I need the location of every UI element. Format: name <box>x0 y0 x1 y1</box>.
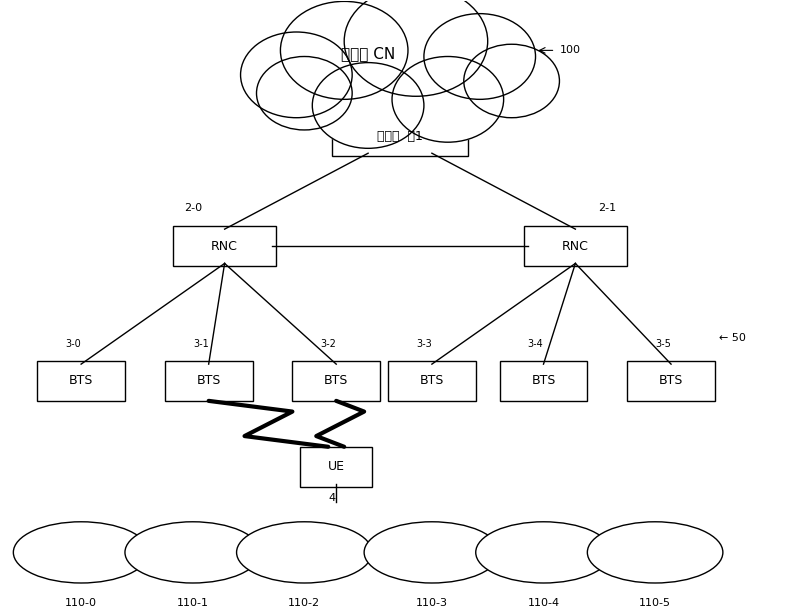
FancyBboxPatch shape <box>627 361 715 401</box>
FancyBboxPatch shape <box>300 446 372 486</box>
Ellipse shape <box>476 522 611 583</box>
Text: 核心网 CN: 核心网 CN <box>341 46 395 61</box>
Text: BTS: BTS <box>659 375 683 387</box>
Text: ← 50: ← 50 <box>719 333 746 343</box>
Text: BTS: BTS <box>420 375 444 387</box>
Text: 3-1: 3-1 <box>193 339 209 349</box>
Circle shape <box>424 14 535 100</box>
Text: BTS: BTS <box>197 375 221 387</box>
FancyBboxPatch shape <box>332 116 468 156</box>
FancyBboxPatch shape <box>38 361 125 401</box>
Ellipse shape <box>125 522 261 583</box>
Circle shape <box>464 44 559 117</box>
Text: 3-0: 3-0 <box>66 339 81 349</box>
Circle shape <box>392 57 504 142</box>
Text: 110-5: 110-5 <box>639 598 671 608</box>
Circle shape <box>312 63 424 148</box>
Text: RNC: RNC <box>211 240 238 253</box>
FancyBboxPatch shape <box>523 226 627 266</box>
Text: 2-1: 2-1 <box>598 202 616 213</box>
Text: RNC: RNC <box>562 240 589 253</box>
Text: 4: 4 <box>329 493 336 502</box>
Text: 110-3: 110-3 <box>416 598 448 608</box>
Ellipse shape <box>237 522 372 583</box>
Text: UE: UE <box>328 460 345 473</box>
Text: 3-4: 3-4 <box>528 339 543 349</box>
Circle shape <box>344 0 488 97</box>
Text: 110-2: 110-2 <box>288 598 320 608</box>
Text: 100: 100 <box>559 46 581 55</box>
Text: 2-0: 2-0 <box>184 202 202 213</box>
Ellipse shape <box>14 522 149 583</box>
FancyBboxPatch shape <box>173 226 277 266</box>
Text: 3-5: 3-5 <box>655 339 671 349</box>
Text: 交换机  ～1: 交换机 ～1 <box>377 130 423 143</box>
Text: 3-3: 3-3 <box>416 339 432 349</box>
Text: 110-4: 110-4 <box>527 598 559 608</box>
Text: BTS: BTS <box>531 375 556 387</box>
Text: 110-0: 110-0 <box>65 598 97 608</box>
Circle shape <box>257 57 352 130</box>
FancyBboxPatch shape <box>292 361 380 401</box>
Circle shape <box>241 32 352 117</box>
Text: 3-2: 3-2 <box>320 339 336 349</box>
Ellipse shape <box>364 522 500 583</box>
Circle shape <box>281 1 408 100</box>
Ellipse shape <box>587 522 723 583</box>
Text: 110-1: 110-1 <box>177 598 209 608</box>
FancyBboxPatch shape <box>388 361 476 401</box>
Text: BTS: BTS <box>324 375 349 387</box>
FancyBboxPatch shape <box>500 361 587 401</box>
Text: BTS: BTS <box>69 375 94 387</box>
FancyBboxPatch shape <box>165 361 253 401</box>
